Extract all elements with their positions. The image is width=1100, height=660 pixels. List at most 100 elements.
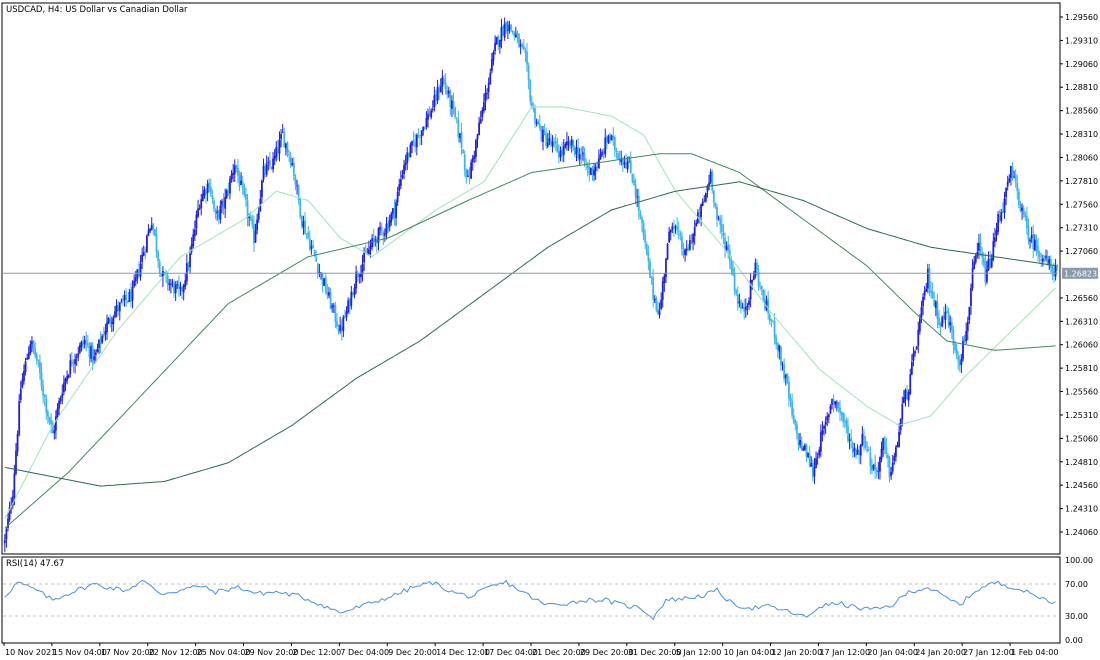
current-price-label: 1.26823 — [1064, 269, 1097, 278]
candle-body — [594, 166, 597, 172]
candle-body — [949, 322, 952, 326]
candle-body — [858, 450, 861, 455]
candle-body — [519, 44, 522, 46]
time-tick-label: 7 Dec 04:00 — [340, 648, 389, 657]
candle-body — [261, 180, 263, 198]
candle-body — [835, 402, 838, 404]
candle-body — [647, 252, 650, 262]
candle-body — [382, 232, 385, 237]
candle-body — [283, 132, 286, 148]
candle-body — [692, 234, 694, 243]
time-tick-label: 5 Jan 12:00 — [676, 648, 722, 657]
candle-body — [495, 37, 498, 45]
candle-body — [91, 344, 94, 362]
candle-body — [690, 240, 693, 244]
rsi-pane-bg[interactable] — [1, 556, 1061, 644]
candle-body — [230, 174, 233, 179]
candle-body — [8, 506, 11, 520]
candle-body — [422, 126, 425, 131]
candle-body — [1017, 191, 1020, 205]
candle-body — [845, 420, 848, 427]
time-tick-label: 25 Nov 04:00 — [197, 648, 251, 657]
price-tick-label: 1.27810 — [1065, 177, 1098, 186]
candle-body — [514, 34, 517, 38]
candle-body — [513, 32, 516, 37]
candle-body — [808, 454, 811, 467]
price-tick-label: 1.27060 — [1065, 247, 1098, 256]
candle-body — [209, 187, 212, 195]
candle-body — [896, 444, 899, 448]
candle-body — [342, 317, 345, 331]
candle-body — [88, 345, 91, 358]
candle-body — [665, 259, 667, 278]
candle-body — [792, 414, 795, 422]
candle-body — [243, 186, 246, 195]
candle-body — [388, 220, 391, 228]
candle-body — [775, 337, 778, 345]
candle-body — [582, 152, 584, 155]
candle-body — [671, 226, 674, 230]
candle-body — [221, 200, 223, 206]
candle-body — [490, 59, 493, 72]
candle-body — [901, 404, 904, 420]
candle-body — [489, 72, 492, 85]
price-tick-label: 1.26560 — [1065, 294, 1098, 303]
price-tick-label: 1.24810 — [1065, 458, 1098, 467]
candle-body — [115, 305, 118, 312]
candle-body — [736, 294, 739, 305]
candle-body — [580, 154, 583, 156]
candle-body — [465, 168, 468, 179]
candle-body — [727, 244, 730, 252]
candle-body — [428, 112, 431, 117]
candle-body — [1021, 207, 1023, 211]
candle-body — [522, 45, 525, 50]
candle-body — [473, 155, 476, 159]
candle-body — [593, 170, 595, 176]
candle-body — [398, 184, 401, 191]
candle-body — [944, 311, 947, 320]
candle-body — [368, 249, 370, 255]
candle-body — [227, 190, 230, 193]
candle-body — [479, 119, 482, 124]
time-tick-label: 17 Jan 12:00 — [819, 648, 870, 657]
candle-body — [634, 184, 637, 197]
candle-body — [877, 470, 880, 472]
candle-body — [94, 352, 97, 355]
candle-body — [417, 134, 420, 136]
candle-body — [128, 291, 131, 303]
candle-body — [42, 386, 45, 396]
candle-body — [53, 430, 56, 434]
candle-body — [80, 341, 83, 347]
candle-body — [96, 348, 99, 353]
candle-body — [530, 101, 533, 108]
candle-body — [605, 136, 608, 142]
candle-body — [933, 299, 936, 307]
candle-body — [438, 88, 441, 94]
time-tick-label: 17 Nov 20:00 — [101, 648, 155, 657]
candle-body — [807, 453, 809, 458]
candle-body — [938, 318, 940, 325]
candle-body — [114, 311, 116, 318]
candle-body — [941, 316, 944, 327]
candle-body — [339, 325, 342, 331]
candle-body — [117, 306, 120, 311]
candle-body — [299, 198, 302, 217]
candle-body — [811, 462, 814, 478]
candle-body — [51, 423, 54, 434]
candle-body — [765, 301, 768, 310]
candle-body — [235, 164, 238, 170]
candle-body — [776, 342, 779, 350]
candle-body — [297, 185, 300, 200]
candle-body — [492, 51, 495, 61]
candle-body — [543, 131, 546, 135]
candle-body — [521, 44, 524, 48]
candle-body — [829, 405, 832, 414]
candle-body — [174, 284, 177, 294]
candle-body — [393, 207, 396, 218]
candle-body — [986, 269, 988, 282]
candle-body — [663, 275, 666, 283]
rsi-tick-label: 100.00 — [1065, 556, 1093, 565]
candle-body — [494, 43, 496, 51]
